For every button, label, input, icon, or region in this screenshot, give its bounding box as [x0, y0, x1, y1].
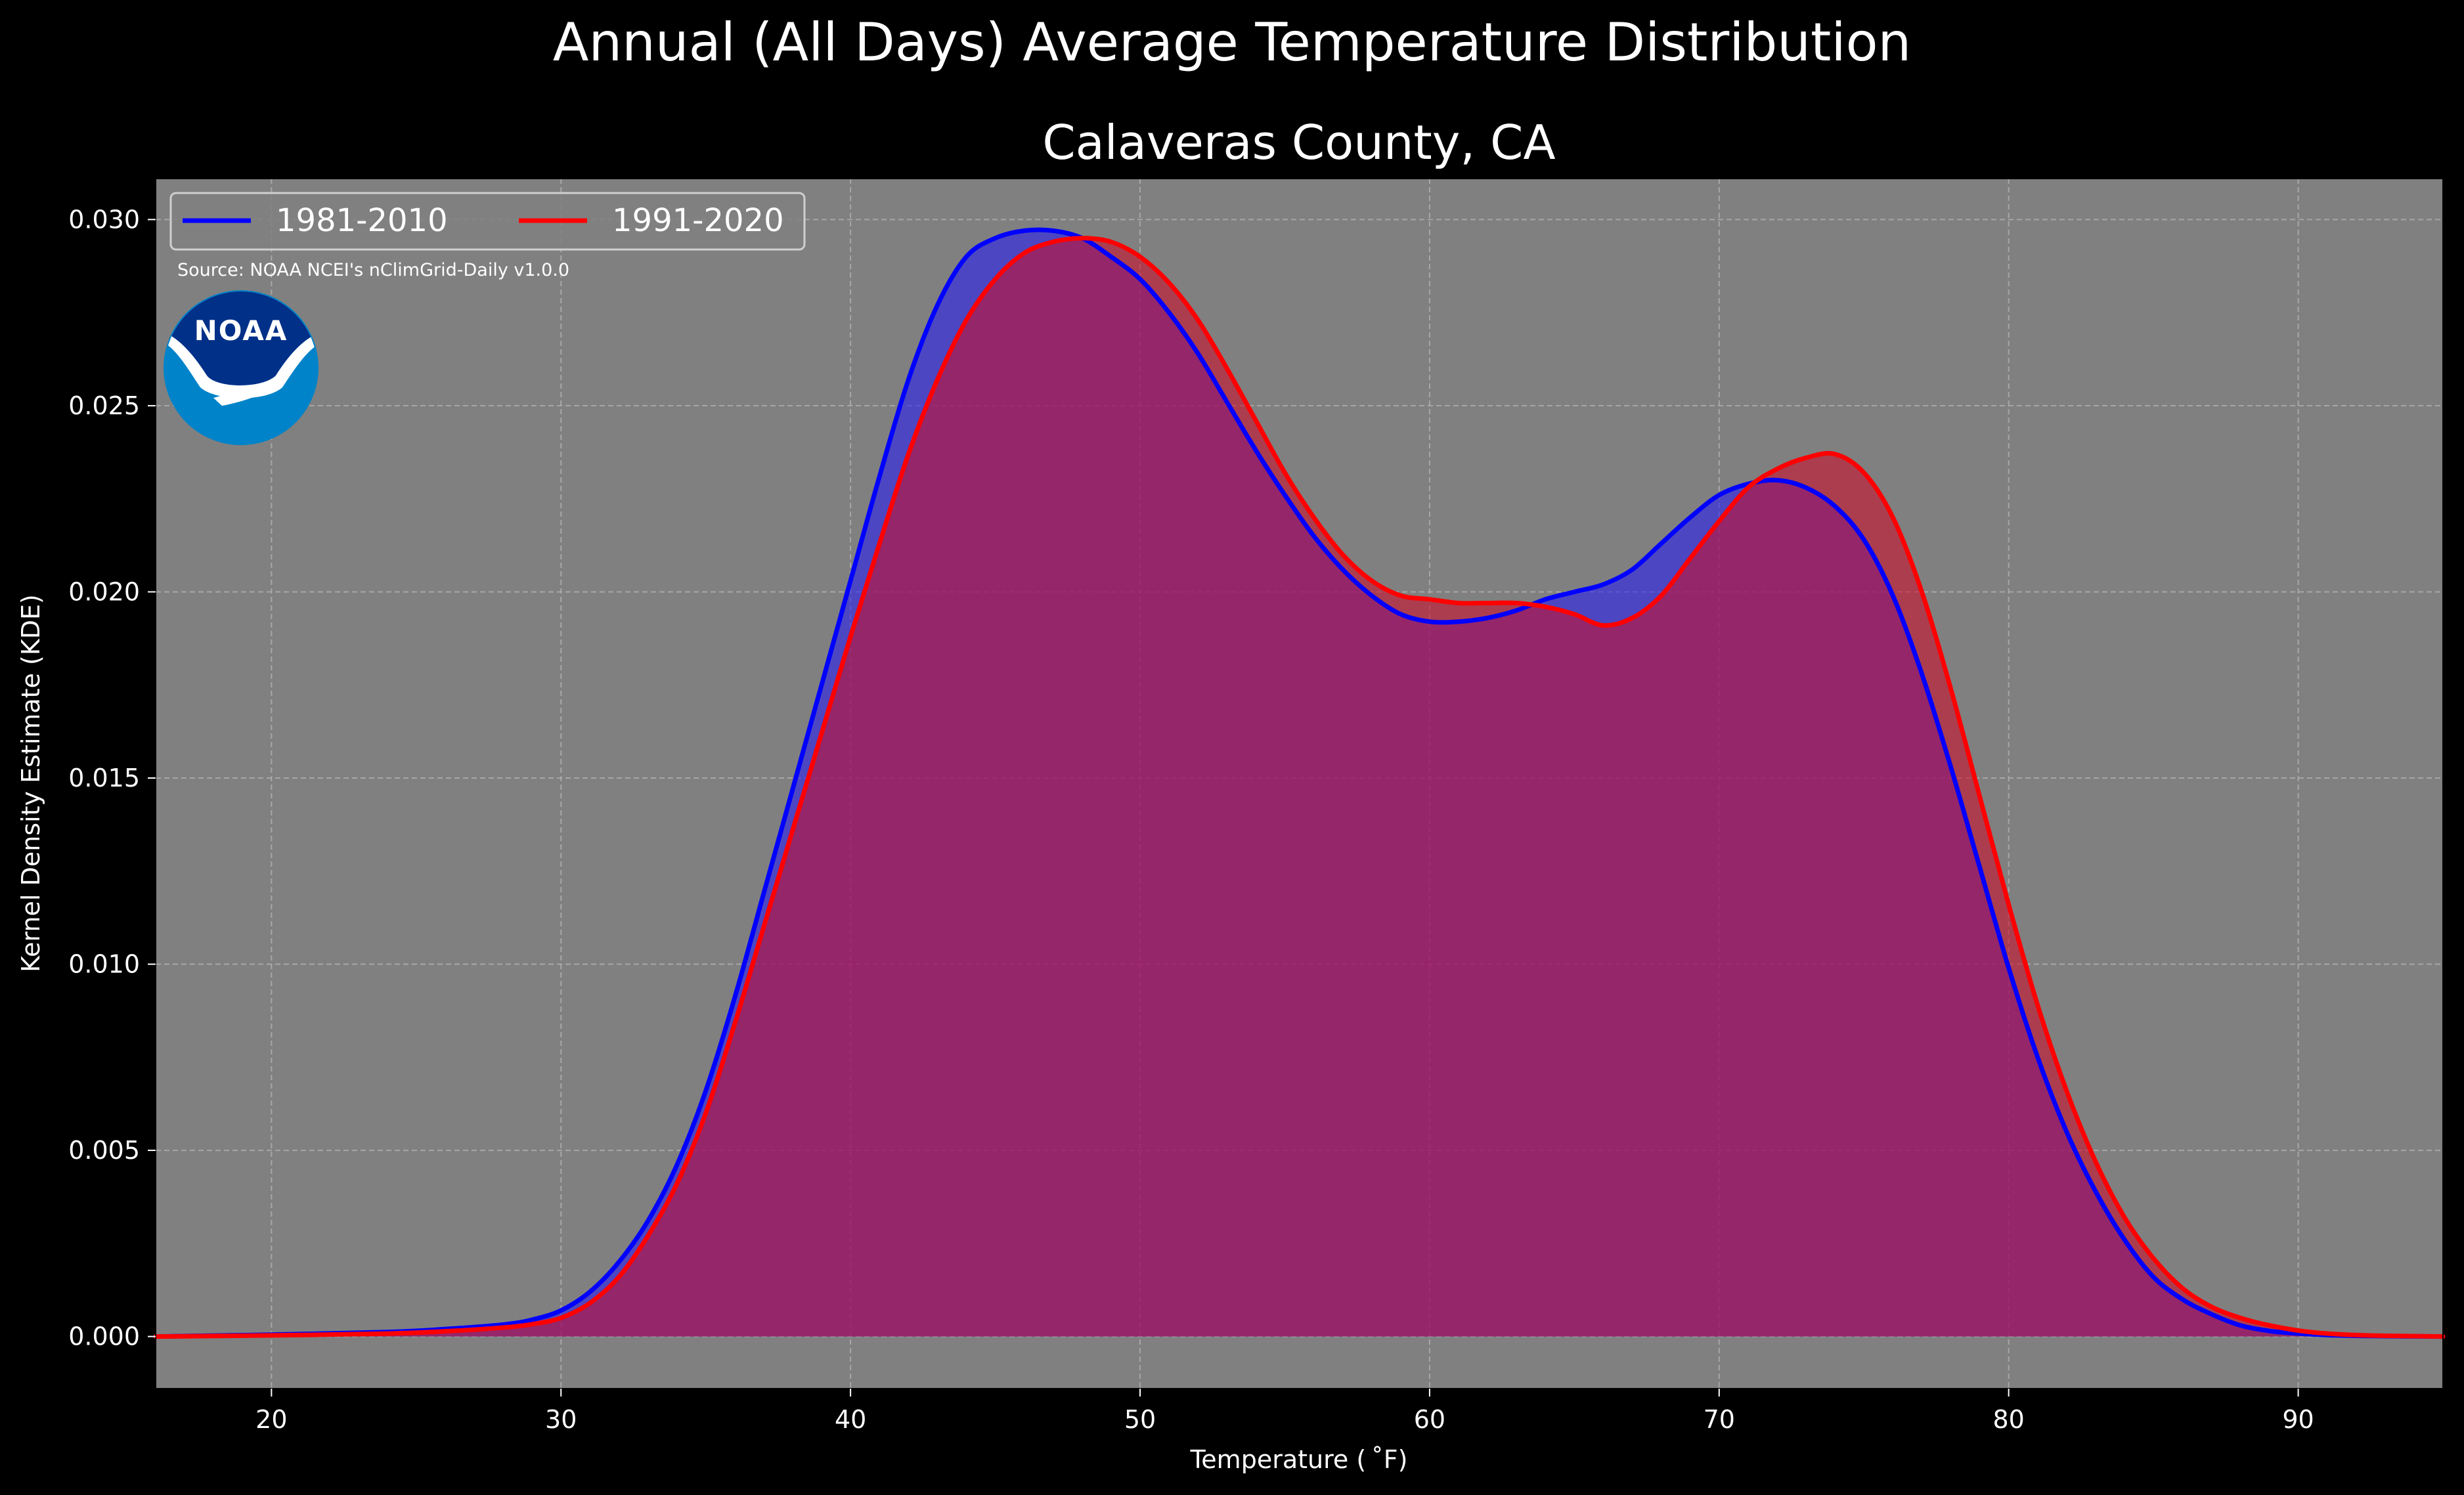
- noaa-logo: NOAA: [164, 290, 319, 445]
- x-axis-label: Temperature ( ˚F): [1190, 1445, 1408, 1474]
- x-tick-label: 20: [255, 1405, 287, 1434]
- legend-label-1981-2010: 1981-2010: [276, 202, 448, 239]
- noaa-logo-text: NOAA: [194, 314, 288, 347]
- x-tick-label: 50: [1124, 1405, 1156, 1434]
- legend: 1981-2010 1991-2020: [169, 192, 806, 251]
- x-tick-label: 60: [1414, 1405, 1445, 1434]
- x-tick-label: 80: [1992, 1405, 2024, 1434]
- y-tick-label: 0.015: [68, 764, 140, 792]
- legend-box: [169, 192, 806, 251]
- y-tick-label: 0.025: [68, 391, 140, 420]
- series-areas: [156, 229, 2443, 1337]
- y-tick-label: 0.020: [68, 577, 140, 606]
- y-tick-label: 0.005: [68, 1136, 140, 1165]
- plot-frame: [155, 178, 2444, 1389]
- chart-title: Annual (All Days) Average Temperature Di…: [553, 12, 1911, 73]
- legend-label-1991-2020: 1991-2020: [612, 202, 784, 239]
- y-axis: 0.000 0.005 0.010 0.015 0.020 0.025 0.030: [68, 205, 156, 1351]
- y-tick-label: 0.000: [68, 1322, 140, 1351]
- x-tick-label: 90: [2282, 1405, 2314, 1434]
- x-tick-label: 40: [835, 1405, 866, 1434]
- series-line-1991-2020: [153, 236, 2446, 1339]
- y-tick-label: 0.030: [68, 205, 140, 234]
- x-tick-label: 70: [1704, 1405, 1735, 1434]
- series-line-1981-2010: [153, 227, 2446, 1339]
- chart-subtitle: Calaveras County, CA: [1042, 115, 1555, 170]
- y-tick-label: 0.010: [68, 950, 140, 979]
- series-area-1991-2020: [156, 238, 2443, 1337]
- x-tick-label: 30: [545, 1405, 577, 1434]
- x-axis: 20 30 40 50 60 70 80 90: [255, 1389, 2314, 1434]
- source-note: Source: NOAA NCEI's nClimGrid-Daily v1.0…: [177, 260, 569, 280]
- y-axis-label: Kernel Density Estimate (KDE): [16, 594, 45, 972]
- series-lines: [153, 227, 2446, 1339]
